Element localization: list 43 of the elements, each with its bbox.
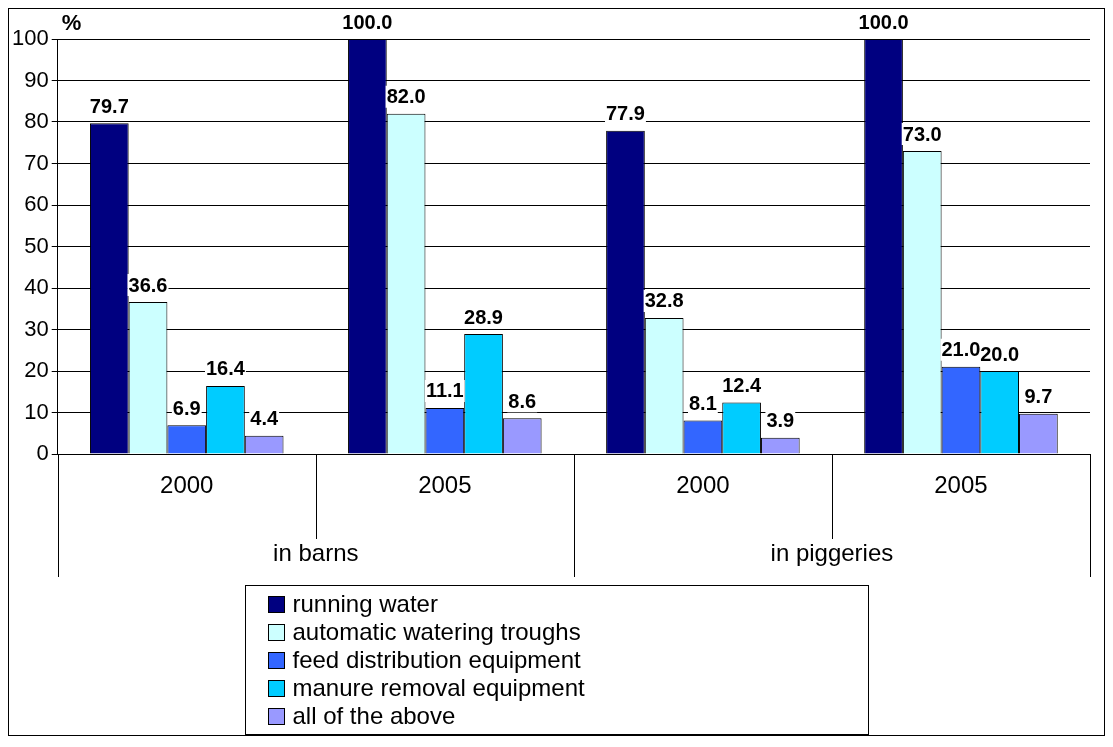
legend-label: all of the above (292, 702, 456, 730)
legend-label: running water (292, 590, 438, 618)
text: in barns (273, 538, 359, 566)
y-tick-label: 60 (24, 191, 49, 217)
data-label: 77.9 (606, 102, 645, 125)
x-tick-label: 2000 (676, 471, 730, 499)
data-label: 79.7 (89, 94, 129, 117)
text: in piggeries (770, 538, 894, 566)
y-tick-label: 90 (24, 66, 49, 92)
data-label: 9.7 (1024, 385, 1053, 408)
y-tick-label: 80 (24, 108, 49, 134)
y-tick-label: 20 (24, 357, 49, 383)
x-tick-label: 2000 (160, 471, 214, 499)
y-tick-label: 30 (24, 315, 49, 341)
x-tick-label: 2005 (418, 471, 472, 499)
data-label: 36.6 (128, 273, 168, 296)
data-label: 8.6 (508, 389, 537, 412)
y-tick-label: 10 (24, 398, 49, 424)
y-tick-label: 40 (24, 274, 49, 300)
data-label: 28.9 (464, 305, 503, 328)
data-label: 73.0 (902, 122, 942, 145)
y-tick-label: 0 (36, 440, 49, 466)
y-tick-label: 50 (24, 232, 49, 258)
x-tick-label: 2005 (934, 471, 988, 499)
data-label: 100.0 (342, 10, 393, 33)
legend-label: manure removal equipment (292, 674, 585, 702)
data-label: 3.9 (766, 409, 795, 432)
y-axis-title: % (61, 10, 82, 36)
data-label: 6.9 (172, 396, 201, 419)
data-label: 16.4 (205, 357, 246, 380)
data-label: 100.0 (858, 10, 909, 33)
data-label: 82.0 (386, 85, 426, 108)
data-label: 20.0 (980, 342, 1020, 365)
data-label: 12.4 (722, 374, 762, 397)
data-label: 21.0 (941, 338, 981, 361)
data-label: 11.1 (425, 379, 464, 402)
data-label: 32.8 (644, 289, 684, 312)
y-tick-label: 70 (24, 149, 49, 175)
y-tick-label: 100 (11, 25, 49, 51)
data-label: 8.1 (688, 391, 717, 414)
data-label: 4.4 (250, 407, 279, 430)
legend-label: automatic watering troughs (292, 618, 581, 646)
legend-label: feed distribution equipment (292, 646, 581, 674)
